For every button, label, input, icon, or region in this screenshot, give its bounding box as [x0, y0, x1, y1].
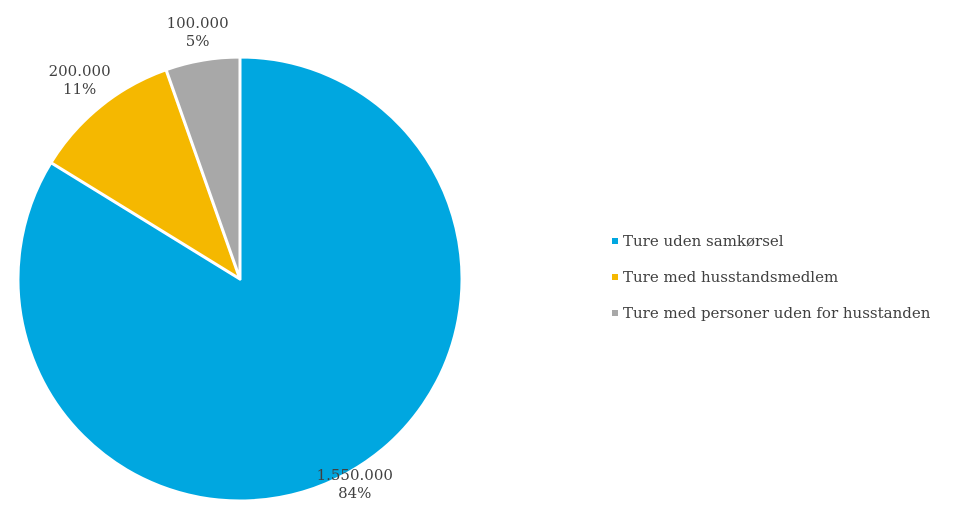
legend-label: Ture med husstandsmedlem [623, 268, 839, 286]
legend-item-ture-uden-samkorsel: Ture uden samkørsel [612, 231, 930, 251]
pie-slice-0 [16, 55, 464, 503]
value-label: 1.550.000 [316, 466, 393, 485]
value-label: 100.000 [166, 13, 229, 32]
legend-item-ture-med-husstandsmedlem: Ture med husstandsmedlem [612, 267, 930, 287]
legend-swatch [612, 238, 618, 244]
pie-slice-2 [164, 55, 242, 281]
legend-swatch [612, 310, 618, 316]
legend-item-ture-med-personer-uden-for-husstanden: Ture med personer uden for husstanden [612, 303, 930, 323]
data-label-ture-uden-samkorsel: 1.550.000 84% [317, 466, 393, 502]
data-label-ture-med-husstandsmedlem: 200.000 11% [49, 62, 111, 98]
percent-label: 84% [338, 484, 372, 503]
percent-label: 11% [62, 80, 97, 99]
legend-label: Ture med personer uden for husstanden [623, 304, 931, 322]
data-label-ture-med-personer-uden-for-husstanden: 100.000 5% [167, 14, 229, 50]
pie-slices [16, 55, 464, 503]
legend: Ture uden samkørsel Ture med husstandsme… [612, 231, 930, 339]
legend-swatch [612, 274, 618, 280]
legend-label: Ture uden samkørsel [623, 232, 784, 250]
pie-slice-1 [49, 68, 242, 281]
value-label: 200.000 [48, 62, 111, 81]
percent-label: 5% [185, 31, 210, 50]
